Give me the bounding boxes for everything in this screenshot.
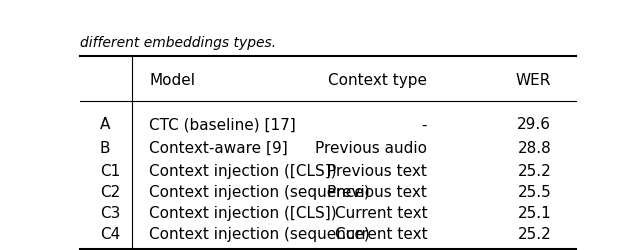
- Text: WER: WER: [516, 72, 551, 88]
- Text: 25.2: 25.2: [518, 226, 551, 242]
- Text: 25.5: 25.5: [518, 184, 551, 199]
- Text: Current text: Current text: [335, 226, 428, 242]
- Text: Context injection (sequence): Context injection (sequence): [150, 226, 370, 242]
- Text: Context injection (sequence): Context injection (sequence): [150, 184, 370, 199]
- Text: B: B: [100, 140, 110, 155]
- Text: Context injection ([CLS]): Context injection ([CLS]): [150, 206, 337, 220]
- Text: A: A: [100, 117, 110, 132]
- Text: Current text: Current text: [335, 206, 428, 220]
- Text: Context injection ([CLS]): Context injection ([CLS]): [150, 163, 337, 178]
- Text: different embeddings types.: different embeddings types.: [80, 36, 276, 50]
- Text: C3: C3: [100, 206, 120, 220]
- Text: 28.8: 28.8: [518, 140, 551, 155]
- Text: C1: C1: [100, 163, 120, 178]
- Text: Model: Model: [150, 72, 195, 88]
- Text: Previous text: Previous text: [327, 184, 428, 199]
- Text: C2: C2: [100, 184, 120, 199]
- Text: C4: C4: [100, 226, 120, 242]
- Text: 25.2: 25.2: [518, 163, 551, 178]
- Text: Context type: Context type: [328, 72, 428, 88]
- Text: Context-aware [9]: Context-aware [9]: [150, 140, 288, 155]
- Text: Previous text: Previous text: [327, 163, 428, 178]
- Text: 25.1: 25.1: [518, 206, 551, 220]
- Text: Previous audio: Previous audio: [315, 140, 428, 155]
- Text: CTC (baseline) [17]: CTC (baseline) [17]: [150, 117, 296, 132]
- Text: 29.6: 29.6: [517, 117, 551, 132]
- Text: -: -: [422, 117, 428, 132]
